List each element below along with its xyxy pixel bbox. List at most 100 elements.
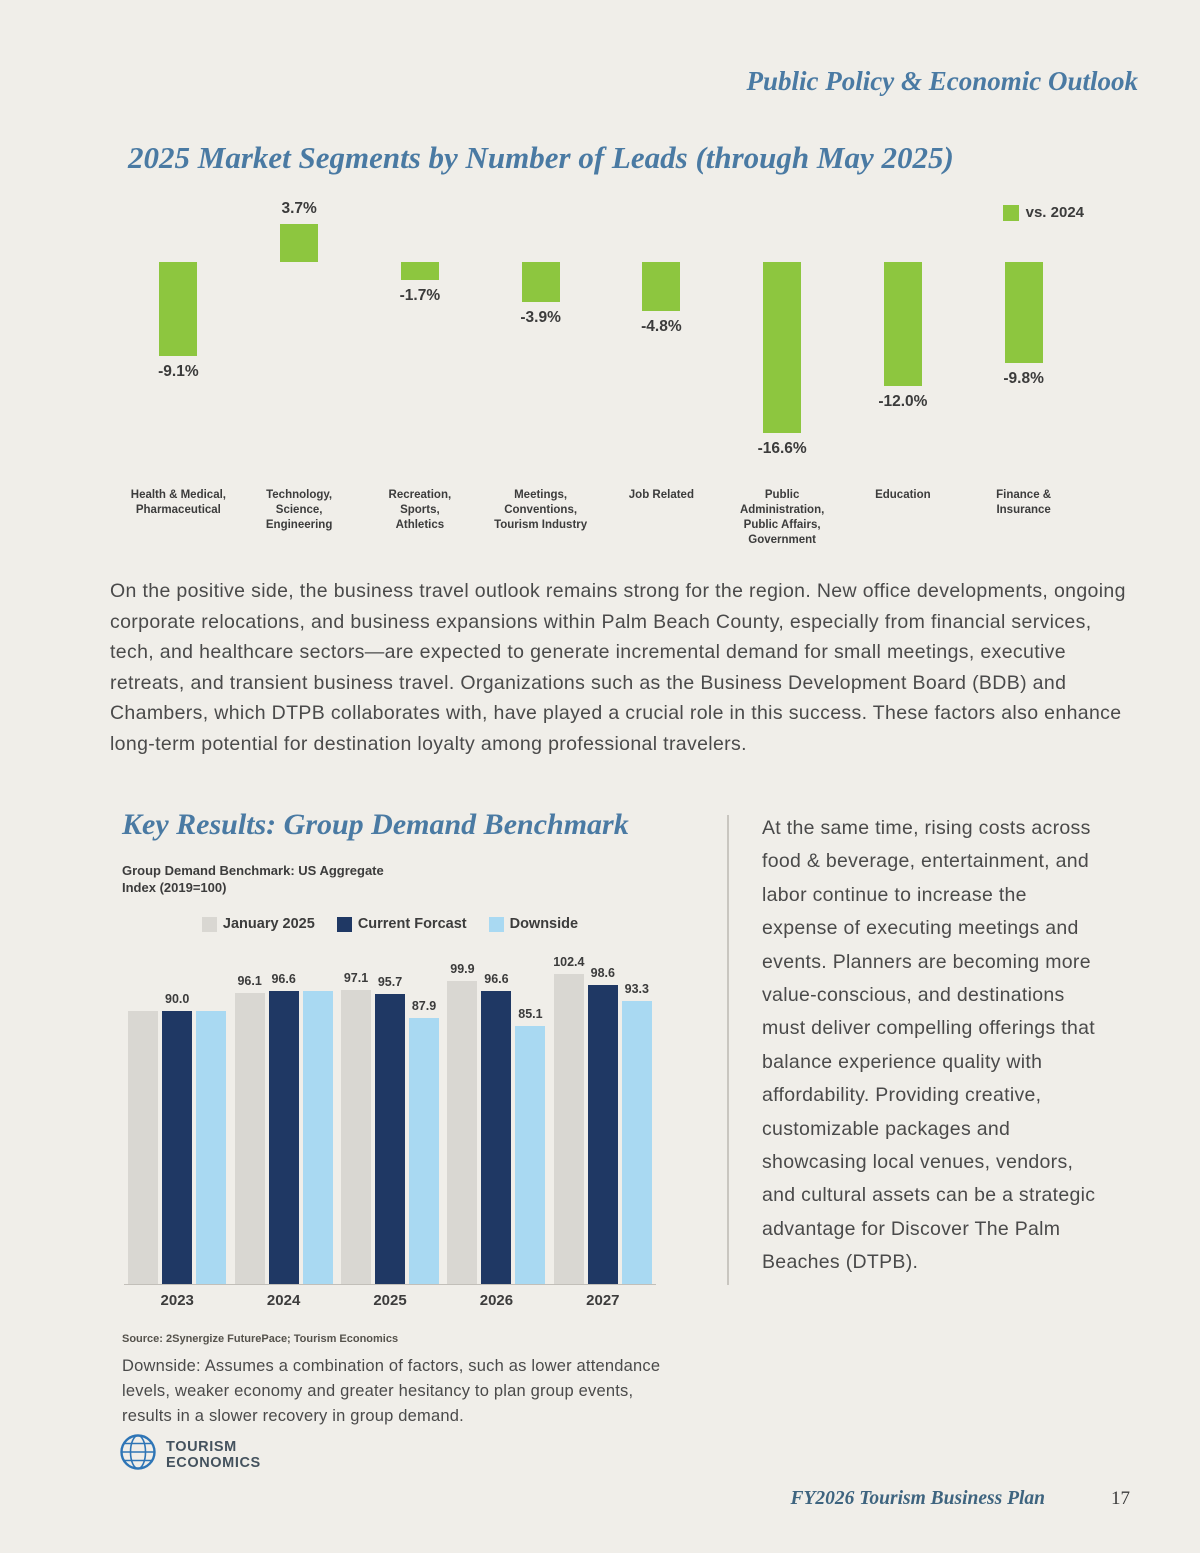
benchmark-bar-navy: 96.6	[481, 972, 512, 1284]
leads-bar-column: -3.9%	[480, 196, 601, 486]
page-header: Public Policy & Economic Outlook	[746, 66, 1138, 96]
paragraph-business-travel: On the positive side, the business trave…	[110, 580, 1126, 755]
benchmark-bar-light_blue: 85.1	[515, 1007, 546, 1284]
leads-bar-column: -9.1%	[118, 196, 239, 486]
benchmark-bar-group: 99.9 96.6 85.1	[443, 962, 549, 1284]
leads-bar	[159, 262, 198, 356]
benchmark-legend-item: Current Forcast	[336, 916, 467, 932]
leads-bar-value: -4.8%	[641, 318, 682, 336]
benchmark-bar-value: 96.1	[237, 973, 262, 988]
leads-bar-column: -4.8%	[601, 196, 722, 486]
benchmark-bar-value: 93.3	[624, 982, 649, 997]
leads-bar	[763, 262, 802, 433]
downside-note: Downside: Assumes a combination of facto…	[122, 1357, 661, 1425]
benchmark-bar-gray: 99.9	[447, 962, 478, 1284]
leads-chart-legend: vs. 2024	[1002, 204, 1084, 221]
benchmark-year-label: 2026	[479, 1292, 514, 1309]
benchmark-bar-navy: 98.6	[587, 966, 618, 1284]
leads-chart: vs. 2024 -9.1% 3.7% -1.7% -3.9% -4.8% -16.6% -…	[118, 196, 1084, 548]
leads-bar-value: -9.1%	[158, 362, 199, 380]
leads-bar	[400, 262, 439, 280]
benchmark-bar-value: 85.1	[518, 1007, 543, 1022]
benchmark-bar-gray	[128, 1011, 159, 1284]
leads-bar-value: -12.0%	[878, 392, 928, 410]
benchmark-bar-value: 96.6	[271, 972, 296, 987]
benchmark-years: 2023 2024 2025 2026 2027	[124, 1292, 656, 1309]
leads-category-label: Meetings, Conventions, Tourism Industry	[494, 489, 588, 531]
benchmark-bar-group: 97.1 95.7 87.9	[337, 971, 443, 1284]
legend-label: January 2025	[222, 916, 315, 932]
legend-swatch-gray	[201, 916, 217, 932]
leads-chart-plot: -9.1% 3.7% -1.7% -3.9% -4.8% -16.6% -12.0% -9.8…	[118, 196, 1084, 486]
legend-swatch-green	[1002, 204, 1019, 221]
leads-bar-column: -16.6%	[722, 196, 843, 486]
vertical-divider	[727, 815, 729, 1285]
paragraph-rising-costs: At the same time, rising costs across fo…	[762, 817, 1096, 1274]
benchmark-bar-group: 90.0	[124, 992, 230, 1284]
tourism-economics-logo: TOURISM ECONOMICS	[118, 1432, 261, 1477]
benchmark-bar-light_blue: 93.3	[621, 982, 652, 1284]
logo-line1: TOURISM	[166, 1438, 237, 1455]
leads-bar	[883, 262, 922, 386]
benchmark-subtitle: Group Demand Benchmark: US Aggregate Ind…	[122, 863, 384, 895]
benchmark-year-label: 2024	[266, 1292, 301, 1309]
benchmark-bar-gray: 102.4	[553, 955, 584, 1284]
benchmark-year-label: 2023	[160, 1292, 194, 1309]
leads-category-label: Public Administration, Public Affairs, G…	[739, 489, 825, 546]
benchmark-bar-value: 99.9	[450, 962, 475, 977]
leads-bar	[280, 223, 319, 262]
benchmark-legend-item: January 2025	[201, 916, 315, 932]
footer-title: FY2026 Tourism Business Plan	[790, 1488, 1045, 1509]
benchmark-bar-light_blue	[196, 1011, 227, 1284]
leads-bar-value: -16.6%	[757, 439, 807, 457]
leads-bar-column: -1.7%	[360, 196, 481, 486]
legend-swatch-navy	[336, 916, 352, 932]
leads-chart-categories: Health & Medical, Pharmaceutical Technolo…	[118, 488, 1084, 548]
benchmark-bar-gray: 96.1	[234, 974, 265, 1284]
page-number: 17	[1111, 1488, 1130, 1509]
leads-bar-value: -9.8%	[1003, 369, 1044, 387]
benchmark-year-label: 2025	[373, 1292, 407, 1309]
benchmark-bar-value: 87.9	[411, 998, 437, 1013]
leads-bar-value: 3.7%	[281, 199, 317, 217]
benchmark-bar-group: 102.4 98.6 93.3	[550, 955, 656, 1284]
benchmark-plot: 90.0 96.1 96.6 97.1 95.7 87.9 99.9 96.6 85.1 102.…	[124, 955, 656, 1285]
leads-bar-column: -12.0%	[843, 196, 964, 486]
benchmark-bar-value: 90.0	[165, 992, 190, 1007]
leads-bar-value: -3.9%	[520, 309, 561, 327]
benchmark-bar-navy: 96.6	[268, 972, 299, 1284]
benchmark-bar-value: 96.6	[484, 972, 509, 987]
source-note: Source: 2Synergize FuturePace; Tourism E…	[122, 1333, 399, 1345]
leads-category-label: Health & Medical, Pharmaceutical	[130, 489, 226, 516]
benchmark-bar-value: 97.1	[343, 970, 369, 985]
logo-text: TOURISM ECONOMICS	[166, 1439, 261, 1471]
benchmark-bar-navy: 90.0	[162, 992, 193, 1284]
leads-bar	[521, 262, 560, 303]
benchmark-legend: January 2025 Current Forcast Downside	[124, 916, 656, 932]
leads-bar	[642, 262, 681, 312]
leads-category-label: Job Related	[628, 489, 694, 501]
leads-category-label: Education	[875, 489, 931, 501]
logo-line2: ECONOMICS	[166, 1454, 261, 1471]
benchmark-bar-navy: 95.7	[375, 975, 406, 1284]
benchmark-bar-value: 95.7	[377, 975, 403, 990]
leads-category-label: Technology, Science, Engineering	[265, 489, 333, 531]
leads-chart-title: 2025 Market Segments by Number of Leads …	[128, 140, 954, 175]
benchmark-bar-value: 98.6	[590, 966, 615, 981]
legend-label: Current Forcast	[357, 916, 467, 932]
leads-bar-column: -9.8%	[963, 196, 1084, 486]
legend-label: Downside	[509, 916, 579, 932]
benchmark-bar-light_blue	[302, 991, 333, 1284]
leads-category-label: Recreation, Sports, Athletics	[388, 489, 452, 531]
benchmark-legend-item: Downside	[488, 916, 579, 932]
benchmark-year-label: 2027	[586, 1292, 620, 1309]
benchmark-bar-light_blue: 87.9	[409, 999, 440, 1284]
key-results-title: Key Results: Group Demand Benchmark	[122, 808, 629, 841]
leads-bar-value: -1.7%	[399, 286, 441, 304]
legend-swatch-light_blue	[488, 916, 504, 932]
globe-icon	[118, 1432, 158, 1477]
leads-bar-column: 3.7%	[239, 196, 360, 486]
leads-category-label: Finance & Insurance	[996, 489, 1052, 516]
benchmark-bar-group: 96.1 96.6	[230, 972, 336, 1284]
